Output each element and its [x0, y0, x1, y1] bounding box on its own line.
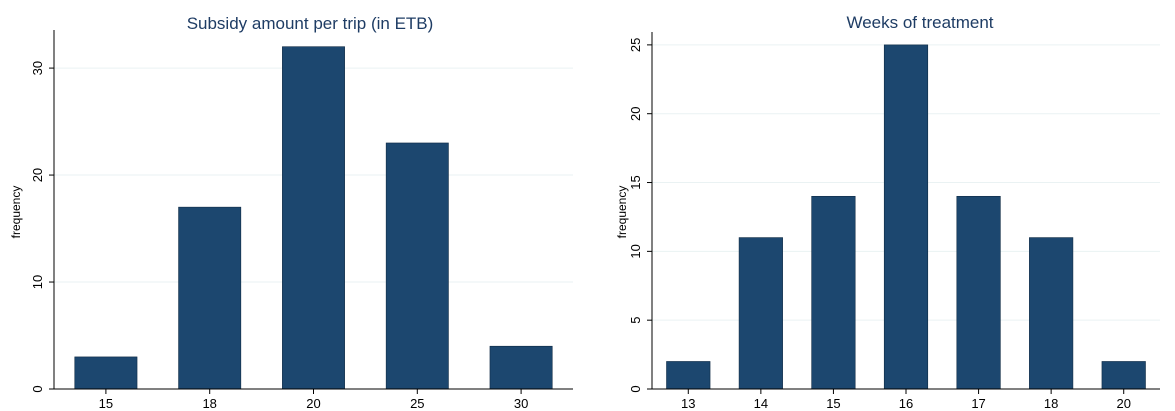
y-tick-label: 20 — [30, 168, 45, 182]
x-tick-label: 18 — [202, 396, 216, 411]
y-tick-label: 10 — [30, 275, 45, 289]
y-tick-label: 0 — [628, 385, 643, 392]
x-tick-label: 20 — [1116, 396, 1130, 411]
y-tick-label: 5 — [628, 317, 643, 324]
y-tick-label: 0 — [30, 385, 45, 392]
chart-title: Subsidy amount per trip (in ETB) — [187, 14, 434, 33]
x-tick-label: 20 — [306, 396, 320, 411]
y-tick-label: 30 — [30, 61, 45, 75]
y-tick-label: 25 — [628, 38, 643, 52]
bar — [811, 195, 856, 390]
bar — [738, 237, 783, 390]
x-tick-label: 13 — [681, 396, 695, 411]
x-tick-label: 30 — [514, 396, 528, 411]
y-tick-label: 20 — [628, 106, 643, 120]
x-tick-label: 17 — [971, 396, 985, 411]
y-axis-label: frequency — [9, 186, 23, 239]
x-tick-label: 25 — [410, 396, 424, 411]
x-tick-label: 16 — [899, 396, 913, 411]
y-axis-label: frequency — [615, 186, 629, 239]
bar — [1101, 361, 1146, 390]
chart-subsidy-svg: Subsidy amount per trip (in ETB) frequen… — [9, 14, 573, 411]
bar — [1029, 237, 1074, 390]
bar — [178, 206, 242, 390]
chart-title: Weeks of treatment — [846, 13, 993, 32]
bar — [385, 142, 449, 390]
x-tick-label: 15 — [826, 396, 840, 411]
bar — [74, 356, 138, 390]
y-tick-label: 10 — [628, 244, 643, 258]
bar — [489, 345, 553, 390]
y-tick-label: 15 — [628, 175, 643, 189]
x-tick-label: 15 — [99, 396, 113, 411]
bar — [282, 46, 345, 390]
x-tick-label: 18 — [1044, 396, 1058, 411]
bar — [883, 44, 929, 390]
bar — [666, 361, 711, 390]
bar — [956, 195, 1001, 390]
chart-weeks-svg: Weeks of treatment frequency 0 5 10 15 20 25 1… — [615, 13, 1160, 411]
chart-panel-subsidy: Subsidy amount per trip (in ETB) frequen… — [9, 14, 573, 411]
x-tick-label: 14 — [754, 396, 768, 411]
chart-panel-weeks: Weeks of treatment frequency 0 5 10 15 20 25 1… — [590, 0, 1175, 411]
